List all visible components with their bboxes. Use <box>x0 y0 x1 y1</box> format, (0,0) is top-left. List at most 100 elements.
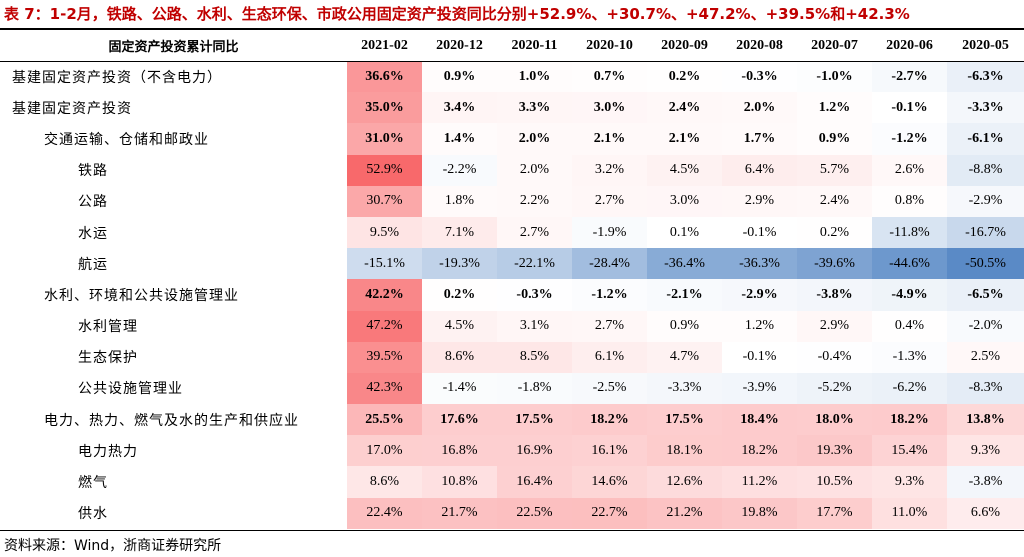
value-cell: 10.5% <box>797 466 872 498</box>
row-label: 基建固定资产投资（不含电力） <box>12 69 222 86</box>
row-label: 电力、热力、燃气及水的生产和供应业 <box>44 412 299 429</box>
value-cell: 2.1% <box>572 123 647 155</box>
value-cell: 2.9% <box>797 310 872 342</box>
table-row: 水运 9.5% 7.1% 2.7% -1.9% 0.1% -0.1% 0.2% -11.8% -1… <box>0 216 1024 249</box>
value-cell: 22.5% <box>497 497 572 529</box>
value-cell: 0.1% <box>647 216 722 249</box>
table-row: 水利、环境和公共设施管理业 42.2% 0.2% -0.3% -1.2% -2.1% -2.… <box>0 279 1024 311</box>
value-cell: -0.3% <box>722 61 797 93</box>
value-cell: 2.7% <box>572 185 647 217</box>
value-cell: 17.5% <box>647 404 722 436</box>
value-cell: 0.8% <box>872 185 947 217</box>
table-row: 交通运输、仓储和邮政业 31.0% 1.4% 2.0% 2.1% 2.1% 1.7% 0.9%… <box>0 123 1024 155</box>
value-cell: -6.2% <box>872 372 947 405</box>
value-cell: 18.1% <box>647 435 722 467</box>
value-cell: 42.3% <box>347 372 422 405</box>
row-label: 铁路 <box>78 163 108 180</box>
value-cell: 16.4% <box>497 466 572 498</box>
header-category: 固定资产投资累计同比 <box>108 40 239 55</box>
value-cell: 18.4% <box>722 404 797 436</box>
value-cell: -39.6% <box>797 248 872 280</box>
table-row: 电力热力 17.0% 16.8% 16.9% 16.1% 18.1% 18.2% 19.3% 1… <box>0 435 1024 467</box>
header-col-2020-11: 2020-11 <box>511 37 558 53</box>
row-label: 基建固定资产投资 <box>12 100 132 117</box>
table-row: 生态保护 39.5% 8.6% 8.5% 6.1% 4.7% -0.1% -0.4% -1.3%… <box>0 341 1024 373</box>
value-cell: 21.7% <box>422 497 497 529</box>
value-cell: -1.8% <box>497 372 572 405</box>
value-cell: -2.1% <box>647 279 722 311</box>
header-col-2020-06: 2020-06 <box>886 37 933 53</box>
value-cell: 14.6% <box>572 466 647 498</box>
row-label: 水运 <box>78 225 108 242</box>
value-cell: -1.2% <box>572 279 647 311</box>
value-cell: -36.3% <box>722 248 797 280</box>
value-cell: 16.8% <box>422 435 497 467</box>
table-row: 基建固定资产投资 35.0% 3.4% 3.3% 3.0% 2.4% 2.0% 1.2% -0.… <box>0 92 1024 124</box>
value-cell: 2.4% <box>797 185 872 217</box>
value-cell: 1.8% <box>422 185 497 217</box>
header-col-2021-02: 2021-02 <box>361 37 408 53</box>
row-label: 交通运输、仓储和邮政业 <box>44 131 209 148</box>
value-cell: 2.0% <box>497 123 572 155</box>
value-cell: 35.0% <box>347 92 422 124</box>
value-cell: 39.5% <box>347 341 422 373</box>
row-label: 水利管理 <box>78 319 138 336</box>
value-cell: 0.2% <box>797 216 872 249</box>
value-cell: 17.5% <box>497 404 572 436</box>
value-cell: 16.9% <box>497 435 572 467</box>
value-cell: -1.0% <box>797 61 872 93</box>
value-cell: 31.0% <box>347 123 422 155</box>
value-cell: 1.2% <box>797 92 872 124</box>
header-rule <box>0 61 1024 62</box>
value-cell: 3.3% <box>497 92 572 124</box>
value-cell: 21.2% <box>647 497 722 529</box>
row-label: 公共设施管理业 <box>78 381 183 398</box>
value-cell: 1.0% <box>497 61 572 93</box>
row-label: 生态保护 <box>78 350 138 367</box>
value-cell: 9.3% <box>947 435 1024 467</box>
value-cell: 16.1% <box>572 435 647 467</box>
value-cell: 4.7% <box>647 341 722 373</box>
value-cell: -3.3% <box>947 92 1024 124</box>
value-cell: -0.1% <box>872 92 947 124</box>
value-cell: -3.8% <box>947 466 1024 498</box>
value-cell: -22.1% <box>497 248 572 280</box>
table-row: 水利管理 47.2% 4.5% 3.1% 2.7% 0.9% 1.2% 2.9% 0.4% -2.… <box>0 310 1024 342</box>
header-row: 固定资产投资累计同比 2021-02 2020-12 2020-11 2020-… <box>0 30 1024 61</box>
value-cell: 19.8% <box>722 497 797 529</box>
table-row: 公共设施管理业 42.3% -1.4% -1.8% -2.5% -3.3% -3.9% -5.… <box>0 372 1024 405</box>
value-cell: 47.2% <box>347 310 422 342</box>
value-cell: -1.3% <box>872 341 947 373</box>
value-cell: -1.4% <box>422 372 497 405</box>
value-cell: -44.6% <box>872 248 947 280</box>
value-cell: 6.6% <box>947 497 1024 529</box>
header-col-2020-08: 2020-08 <box>736 37 783 53</box>
value-cell: 10.8% <box>422 466 497 498</box>
value-cell: -2.9% <box>722 279 797 311</box>
value-cell: -4.9% <box>872 279 947 311</box>
value-cell: 0.9% <box>797 123 872 155</box>
value-cell: -0.1% <box>722 216 797 249</box>
value-cell: 6.4% <box>722 154 797 186</box>
value-cell: 2.7% <box>572 310 647 342</box>
value-cell: 2.0% <box>497 154 572 186</box>
value-cell: -1.2% <box>872 123 947 155</box>
value-cell: -2.7% <box>872 61 947 93</box>
header-col-2020-12: 2020-12 <box>436 37 483 53</box>
value-cell: -3.3% <box>647 372 722 405</box>
value-cell: 5.7% <box>797 154 872 186</box>
value-cell: 9.5% <box>347 216 422 249</box>
value-cell: 1.2% <box>722 310 797 342</box>
value-cell: 6.1% <box>572 341 647 373</box>
value-cell: -6.1% <box>947 123 1024 155</box>
header-col-2020-07: 2020-07 <box>811 37 858 53</box>
value-cell: 2.5% <box>947 341 1024 373</box>
value-cell: -1.9% <box>572 216 647 249</box>
value-cell: -15.1% <box>347 248 422 280</box>
value-cell: 2.1% <box>647 123 722 155</box>
value-cell: -2.5% <box>572 372 647 405</box>
value-cell: 17.0% <box>347 435 422 467</box>
value-cell: 18.2% <box>572 404 647 436</box>
value-cell: 18.2% <box>722 435 797 467</box>
value-cell: 7.1% <box>422 216 497 249</box>
